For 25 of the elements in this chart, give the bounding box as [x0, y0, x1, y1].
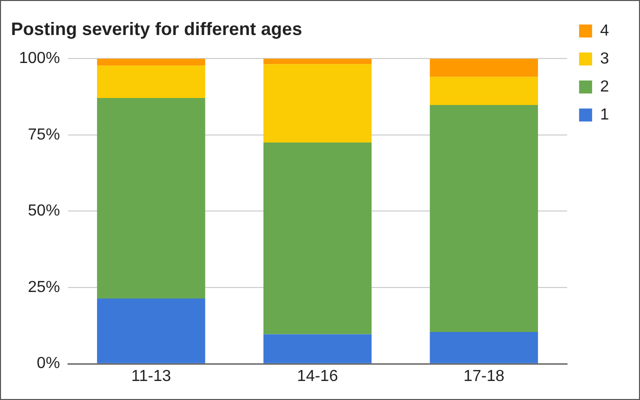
bar: [97, 98, 206, 298]
bar: [430, 58, 538, 77]
bar: [430, 76, 538, 105]
x-tick-label: 17-18: [463, 368, 504, 385]
legend-label: 4: [600, 22, 610, 40]
y-tick-label: 75%: [28, 126, 60, 144]
bar: [263, 64, 372, 143]
bar: [430, 104, 538, 332]
bar: [263, 142, 372, 334]
y-tick-label: 25%: [28, 278, 60, 296]
x-tick-label: 11-13: [131, 368, 172, 385]
y-tick-label: 0%: [36, 355, 60, 372]
bar: [263, 334, 372, 364]
y-tick-label: 50%: [28, 202, 60, 220]
chart-title: Posting severity for different ages: [11, 18, 302, 39]
bar: [97, 58, 206, 66]
legend-label: 1: [600, 106, 610, 124]
legend-label: 2: [600, 78, 610, 96]
y-tick-label: 100%: [19, 50, 60, 68]
x-tick-label: 14-16: [297, 368, 338, 385]
bar: [430, 332, 538, 364]
bar: [97, 66, 206, 98]
legend-label: 3: [600, 50, 610, 68]
bar: [263, 58, 372, 64]
bar: [97, 298, 206, 364]
